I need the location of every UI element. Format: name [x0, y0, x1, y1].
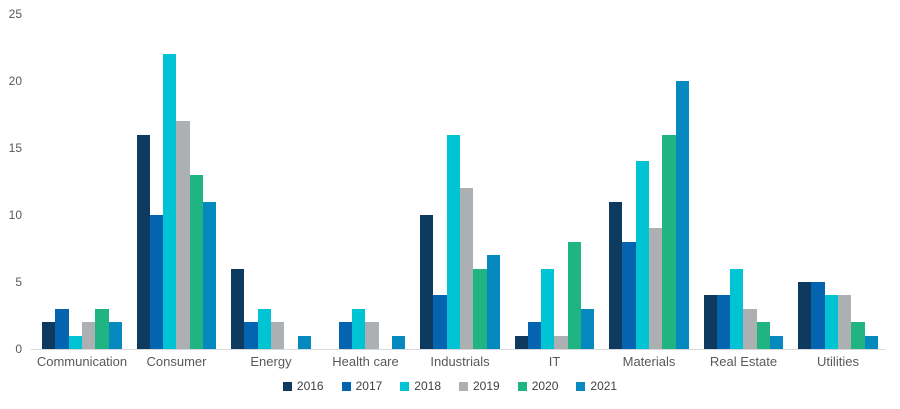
bar-2019	[270, 322, 285, 349]
bar-group-real-estate	[703, 14, 784, 349]
bar-2018	[446, 134, 460, 349]
bar-group-it	[514, 14, 595, 349]
bar-2019	[81, 322, 96, 349]
y-tick-label: 25	[8, 7, 22, 21]
x-category-label: Utilities	[817, 354, 859, 369]
bar-2018	[635, 161, 649, 349]
bar-2016	[42, 322, 56, 349]
bar-2021	[675, 81, 689, 349]
bar-2020	[851, 322, 865, 349]
bar-2017	[149, 215, 164, 349]
legend-swatch-icon	[341, 381, 351, 391]
y-tick-label: 15	[8, 141, 22, 155]
legend-item-2017: 2017	[341, 379, 383, 393]
bar-2018	[257, 308, 271, 349]
legend-label: 2020	[531, 379, 559, 393]
bar-2017	[338, 322, 353, 349]
bar-2016	[231, 268, 245, 349]
legend-item-2018: 2018	[400, 380, 441, 392]
bar-group-consumer	[136, 14, 217, 349]
bar-2018	[824, 295, 838, 349]
legend-item-2021: 2021	[576, 380, 617, 392]
bar-2021	[581, 308, 595, 349]
y-tick-label: 5	[15, 275, 22, 289]
bar-2019	[176, 121, 190, 349]
x-axis-line	[31, 349, 885, 350]
bar-group-communication	[42, 14, 122, 349]
bar-2019	[648, 228, 663, 349]
legend-label: 2017	[355, 379, 383, 393]
bar-2016	[420, 215, 434, 349]
bar-2020	[95, 308, 109, 349]
bar-2019	[743, 308, 757, 349]
bar-2016	[609, 201, 623, 349]
bar-group-utilities	[798, 14, 878, 349]
bar-2017	[716, 295, 731, 349]
legend-label: 2019	[473, 379, 500, 393]
bar-2021	[108, 322, 122, 349]
plot-area	[31, 14, 885, 350]
bar-group-materials	[609, 14, 689, 349]
bar-2020	[189, 174, 204, 349]
bar-2021	[297, 335, 311, 349]
bar-2020	[662, 134, 676, 349]
x-category-label: Materials	[622, 354, 676, 369]
bar-2021	[770, 335, 784, 349]
bar-2017	[433, 295, 447, 349]
legend-swatch-icon	[400, 381, 410, 391]
bar-2019	[837, 295, 852, 349]
bar-2020	[756, 322, 771, 349]
bar-2018	[730, 268, 744, 349]
x-category-label: Health care	[332, 354, 399, 369]
x-category-label: Communication	[36, 354, 128, 369]
bar-2017	[244, 322, 258, 349]
bar-2018	[68, 335, 82, 349]
y-tick-label: 20	[8, 74, 22, 88]
bar-2018	[541, 268, 555, 349]
legend-label: 2021	[590, 379, 618, 393]
bar-2016	[798, 282, 812, 349]
bar-2016	[514, 335, 528, 349]
bar-2017	[811, 282, 825, 349]
bar-group-industrials	[420, 14, 500, 349]
legend-swatch-icon	[282, 381, 292, 391]
legend-swatch-icon	[459, 381, 468, 391]
x-category-label: Consumer	[146, 354, 207, 369]
legend-label: 2018	[414, 379, 441, 393]
bar-2020	[567, 241, 582, 349]
y-tick-label: 0	[15, 342, 22, 356]
legend-swatch-icon	[576, 381, 586, 391]
bar-2020	[473, 268, 487, 349]
x-category-label: IT	[548, 354, 561, 369]
bar-2017	[622, 241, 636, 349]
bar-2019	[365, 322, 379, 349]
bar-group-health-care	[326, 14, 406, 349]
bar-2021	[392, 335, 406, 349]
x-category-label: Energy	[250, 354, 292, 369]
legend-swatch-icon	[517, 381, 527, 391]
bar-2017	[527, 322, 542, 349]
x-category-label: Industrials	[430, 354, 490, 369]
bar-2016	[136, 134, 150, 349]
legend-item-2020: 2020	[517, 379, 559, 393]
chart-legend: 2016 2017 2018 2019 2020 2021	[0, 380, 900, 392]
legend-item-2019: 2019	[459, 380, 500, 392]
bar-2019	[554, 335, 568, 349]
bar-2021	[864, 335, 878, 349]
bar-2021	[486, 255, 500, 349]
bar-2021	[203, 201, 217, 349]
bar-2019	[459, 188, 474, 349]
bar-2017	[55, 308, 69, 349]
legend-item-2016: 2016	[282, 379, 324, 393]
bar-group-energy	[231, 14, 311, 349]
bar-2016	[703, 295, 717, 349]
bar-2018	[163, 54, 177, 349]
bar-2018	[352, 308, 366, 349]
y-tick-label: 10	[8, 208, 22, 222]
legend-label: 2016	[296, 379, 324, 393]
x-category-label: Real Estate	[709, 354, 778, 369]
